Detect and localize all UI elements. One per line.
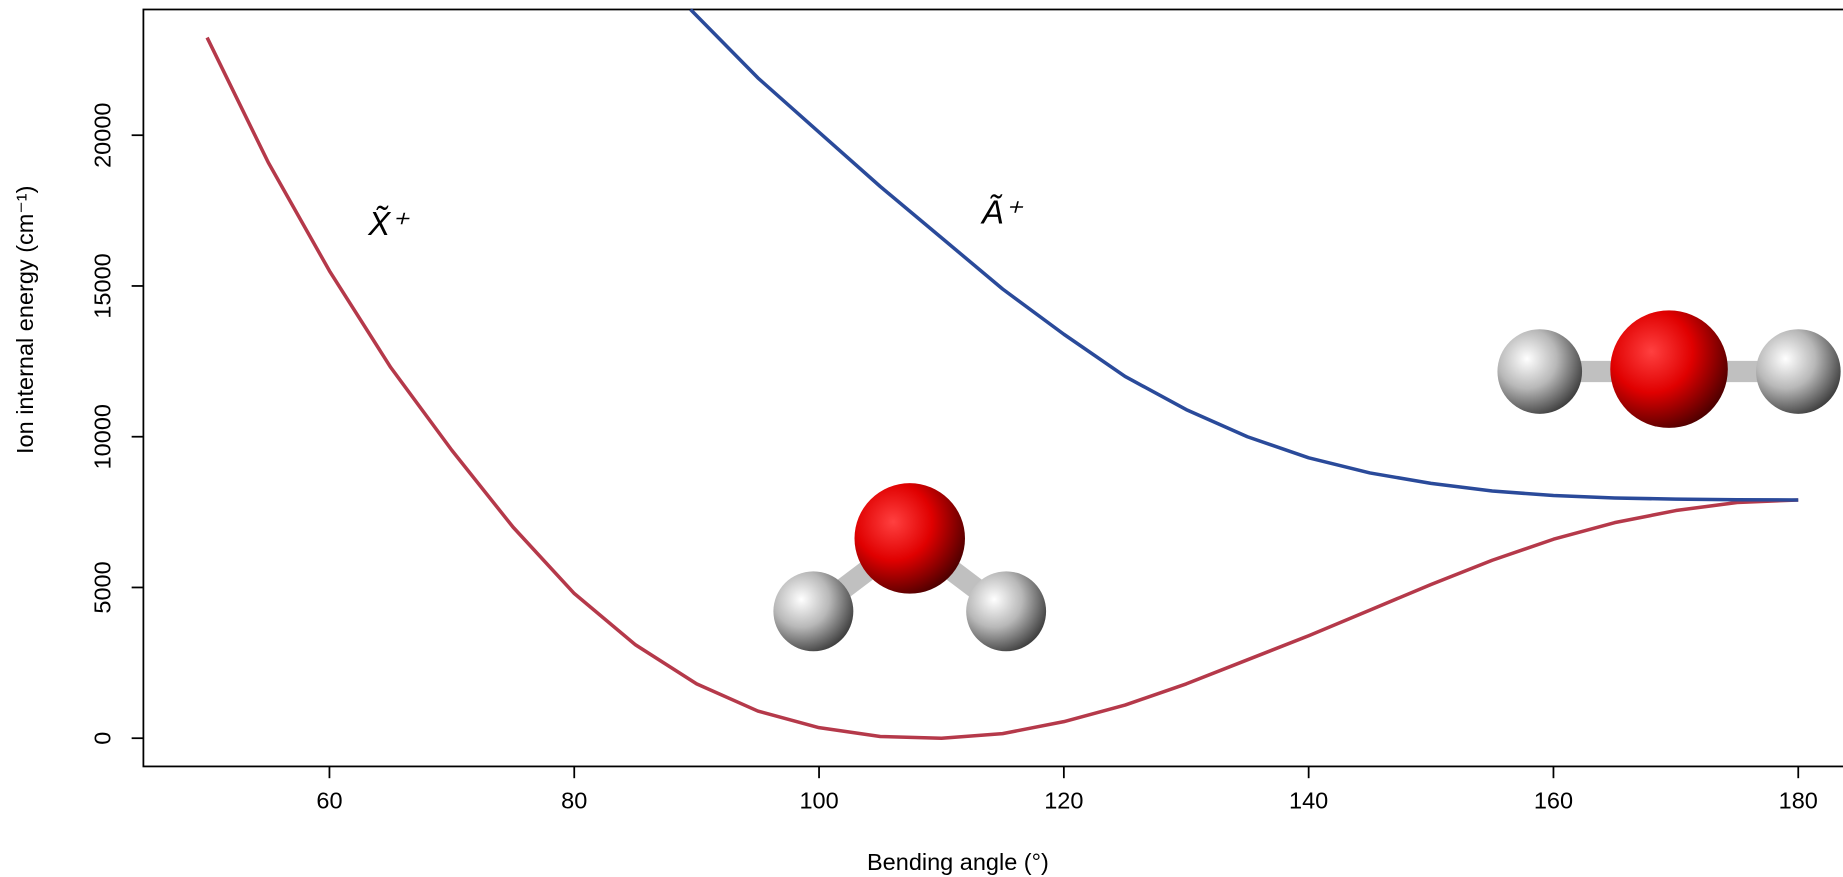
x-tick-label: 120 (1044, 788, 1083, 814)
y-tick-label: 10000 (89, 404, 115, 469)
y-axis-title: Ion internal energy (cm⁻¹) (12, 186, 38, 454)
y-tick-label: 5000 (89, 561, 115, 613)
x-axis-title: Bending angle (°) (867, 849, 1049, 875)
molecule-bent (773, 483, 1047, 652)
series-label: X̃⁺ (367, 205, 410, 242)
x-tick-label: 160 (1534, 788, 1573, 814)
plot-frame (142, 8, 1843, 768)
x-tick-label: 140 (1289, 788, 1328, 814)
x-tick-label: 60 (316, 788, 342, 814)
y-tick-label: 15000 (89, 253, 115, 318)
y-tick-label: 0 (89, 732, 115, 745)
x-tick-label: 100 (799, 788, 838, 814)
x-tick-label: 180 (1779, 788, 1818, 814)
molecule-linear (1497, 310, 1841, 428)
x-tick-label: 80 (561, 788, 587, 814)
line-series (205, 36, 1799, 740)
y-tick-label: 20000 (89, 103, 115, 168)
series-label: Ã⁺ (980, 193, 1024, 230)
line-series (689, 8, 1799, 502)
